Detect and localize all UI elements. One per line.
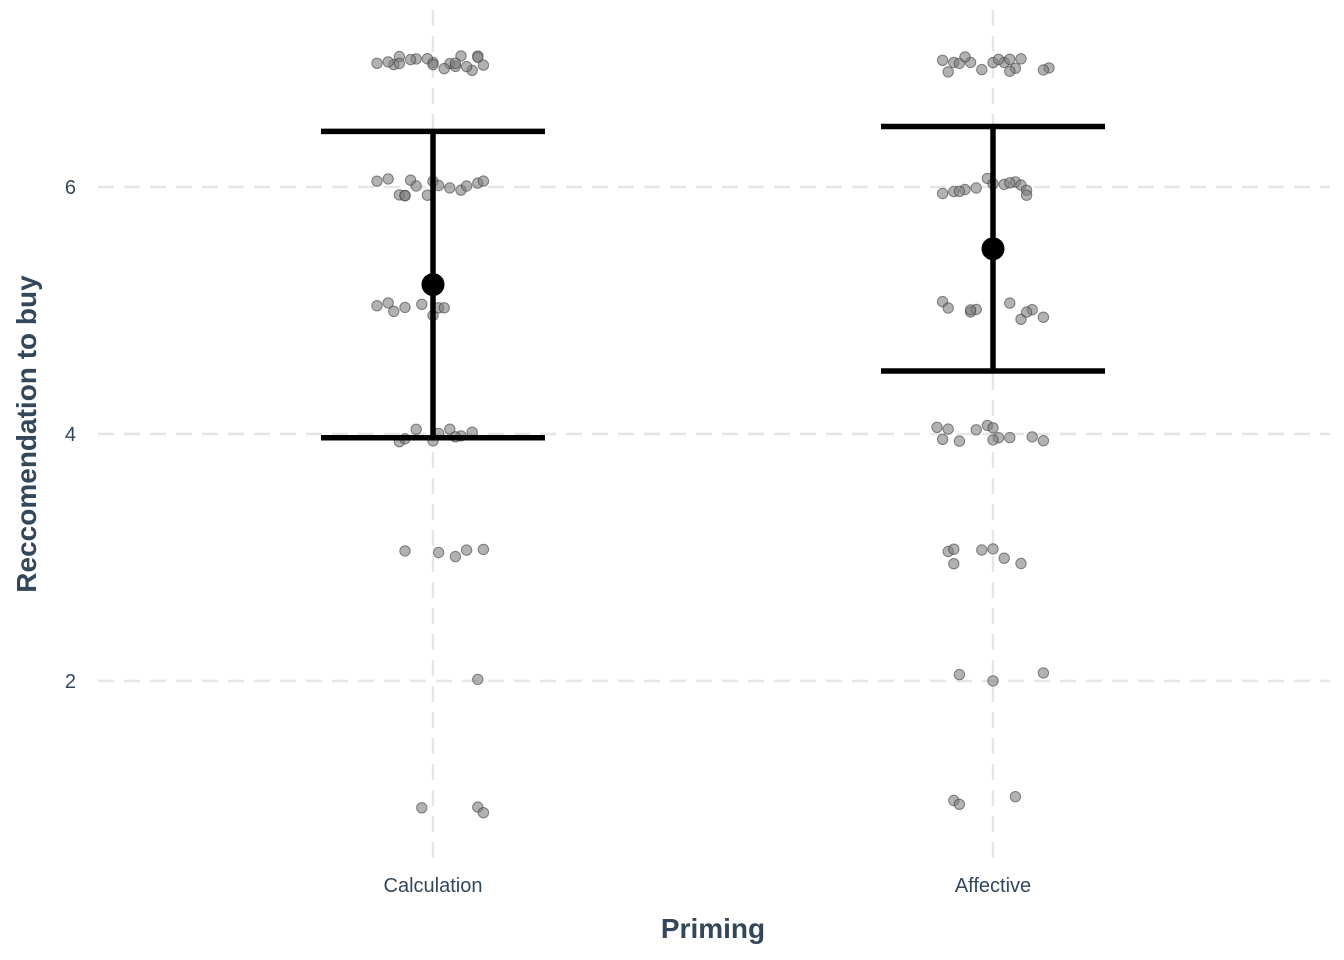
x-tick-label: Affective bbox=[955, 875, 1031, 897]
data-point bbox=[936, 433, 949, 445]
data-point bbox=[1004, 53, 1016, 65]
data-point bbox=[931, 421, 943, 433]
data-point bbox=[382, 297, 394, 309]
data-point bbox=[438, 302, 450, 314]
y-tick-label: 2 bbox=[65, 671, 76, 693]
data-point bbox=[460, 180, 473, 192]
data-point bbox=[410, 423, 422, 435]
data-point bbox=[1015, 53, 1027, 65]
data-point bbox=[998, 552, 1010, 564]
y-tick-label: 6 bbox=[65, 177, 76, 199]
data-point bbox=[449, 550, 462, 563]
data-point bbox=[404, 53, 417, 66]
data-point bbox=[399, 190, 411, 202]
y-axis-ticks: 2 4 6 bbox=[65, 177, 76, 693]
data-point bbox=[477, 59, 490, 71]
jitter-points bbox=[371, 50, 1055, 819]
data-point bbox=[460, 544, 473, 556]
data-point bbox=[970, 424, 982, 436]
data-point bbox=[948, 543, 960, 555]
data-point bbox=[1004, 65, 1016, 77]
data-point bbox=[477, 807, 490, 819]
data-point bbox=[987, 675, 999, 687]
grid bbox=[98, 10, 1330, 858]
data-point bbox=[416, 298, 428, 310]
data-point bbox=[393, 57, 406, 70]
data-point bbox=[1037, 64, 1050, 76]
data-point bbox=[987, 422, 999, 434]
data-point bbox=[953, 185, 966, 198]
data-point bbox=[371, 175, 383, 187]
data-point bbox=[976, 544, 988, 556]
data-point bbox=[953, 668, 966, 681]
data-point bbox=[1026, 431, 1038, 443]
data-point bbox=[477, 175, 490, 187]
data-point bbox=[948, 558, 960, 570]
data-point bbox=[942, 66, 954, 78]
data-point bbox=[936, 54, 949, 66]
data-point bbox=[399, 545, 411, 557]
data-point bbox=[987, 543, 999, 555]
data-point bbox=[399, 301, 411, 314]
data-point bbox=[382, 56, 394, 68]
data-point bbox=[970, 182, 982, 194]
y-tick-label: 4 bbox=[65, 424, 76, 446]
data-point bbox=[959, 51, 971, 63]
data-point bbox=[1009, 791, 1022, 803]
data-point bbox=[477, 543, 490, 556]
data-point bbox=[953, 798, 966, 810]
data-point bbox=[942, 302, 954, 314]
data-point bbox=[1020, 306, 1033, 318]
x-axis-title: Priming bbox=[661, 913, 765, 944]
x-axis-ticks: Calculation Affective bbox=[384, 875, 1032, 897]
summary-markers bbox=[321, 123, 1105, 441]
data-point bbox=[1004, 177, 1016, 189]
mean-point bbox=[981, 237, 1005, 261]
data-point bbox=[460, 60, 473, 73]
data-point bbox=[1037, 311, 1050, 323]
data-point bbox=[444, 182, 456, 194]
data-point bbox=[1015, 557, 1027, 570]
data-point bbox=[427, 58, 439, 71]
data-point bbox=[432, 546, 445, 559]
data-point bbox=[444, 423, 456, 435]
data-point bbox=[976, 63, 988, 76]
data-point bbox=[410, 180, 422, 192]
data-point bbox=[416, 802, 428, 814]
data-point bbox=[472, 673, 484, 686]
mean-point bbox=[421, 273, 445, 297]
data-point bbox=[1004, 297, 1016, 309]
data-point bbox=[936, 187, 949, 200]
data-point bbox=[371, 300, 383, 312]
data-point bbox=[382, 173, 394, 185]
x-tick-label: Calculation bbox=[384, 875, 483, 897]
data-point bbox=[1037, 435, 1050, 447]
data-point bbox=[1004, 431, 1016, 444]
data-point bbox=[942, 423, 954, 435]
data-point bbox=[371, 57, 383, 69]
data-point bbox=[953, 435, 966, 447]
data-point bbox=[449, 57, 462, 69]
data-point bbox=[987, 434, 999, 446]
data-point bbox=[1020, 189, 1033, 201]
y-axis-title: Reccomendation to buy bbox=[11, 275, 42, 593]
data-point bbox=[992, 53, 1005, 66]
data-point bbox=[964, 304, 977, 316]
data-point bbox=[1037, 667, 1050, 679]
data-point bbox=[438, 62, 450, 75]
data-point bbox=[388, 305, 400, 317]
data-point bbox=[472, 51, 484, 63]
